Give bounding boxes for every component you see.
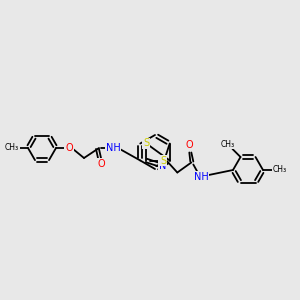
Text: CH₃: CH₃: [273, 166, 287, 175]
Text: N: N: [159, 161, 166, 171]
Text: NH: NH: [194, 172, 209, 182]
Text: CH₃: CH₃: [220, 140, 235, 148]
Text: S: S: [160, 155, 167, 166]
Text: O: O: [185, 140, 193, 151]
Text: O: O: [65, 143, 73, 153]
Text: NH: NH: [106, 143, 120, 153]
Text: O: O: [97, 159, 105, 169]
Text: CH₃: CH₃: [5, 143, 19, 152]
Text: S: S: [143, 139, 149, 148]
